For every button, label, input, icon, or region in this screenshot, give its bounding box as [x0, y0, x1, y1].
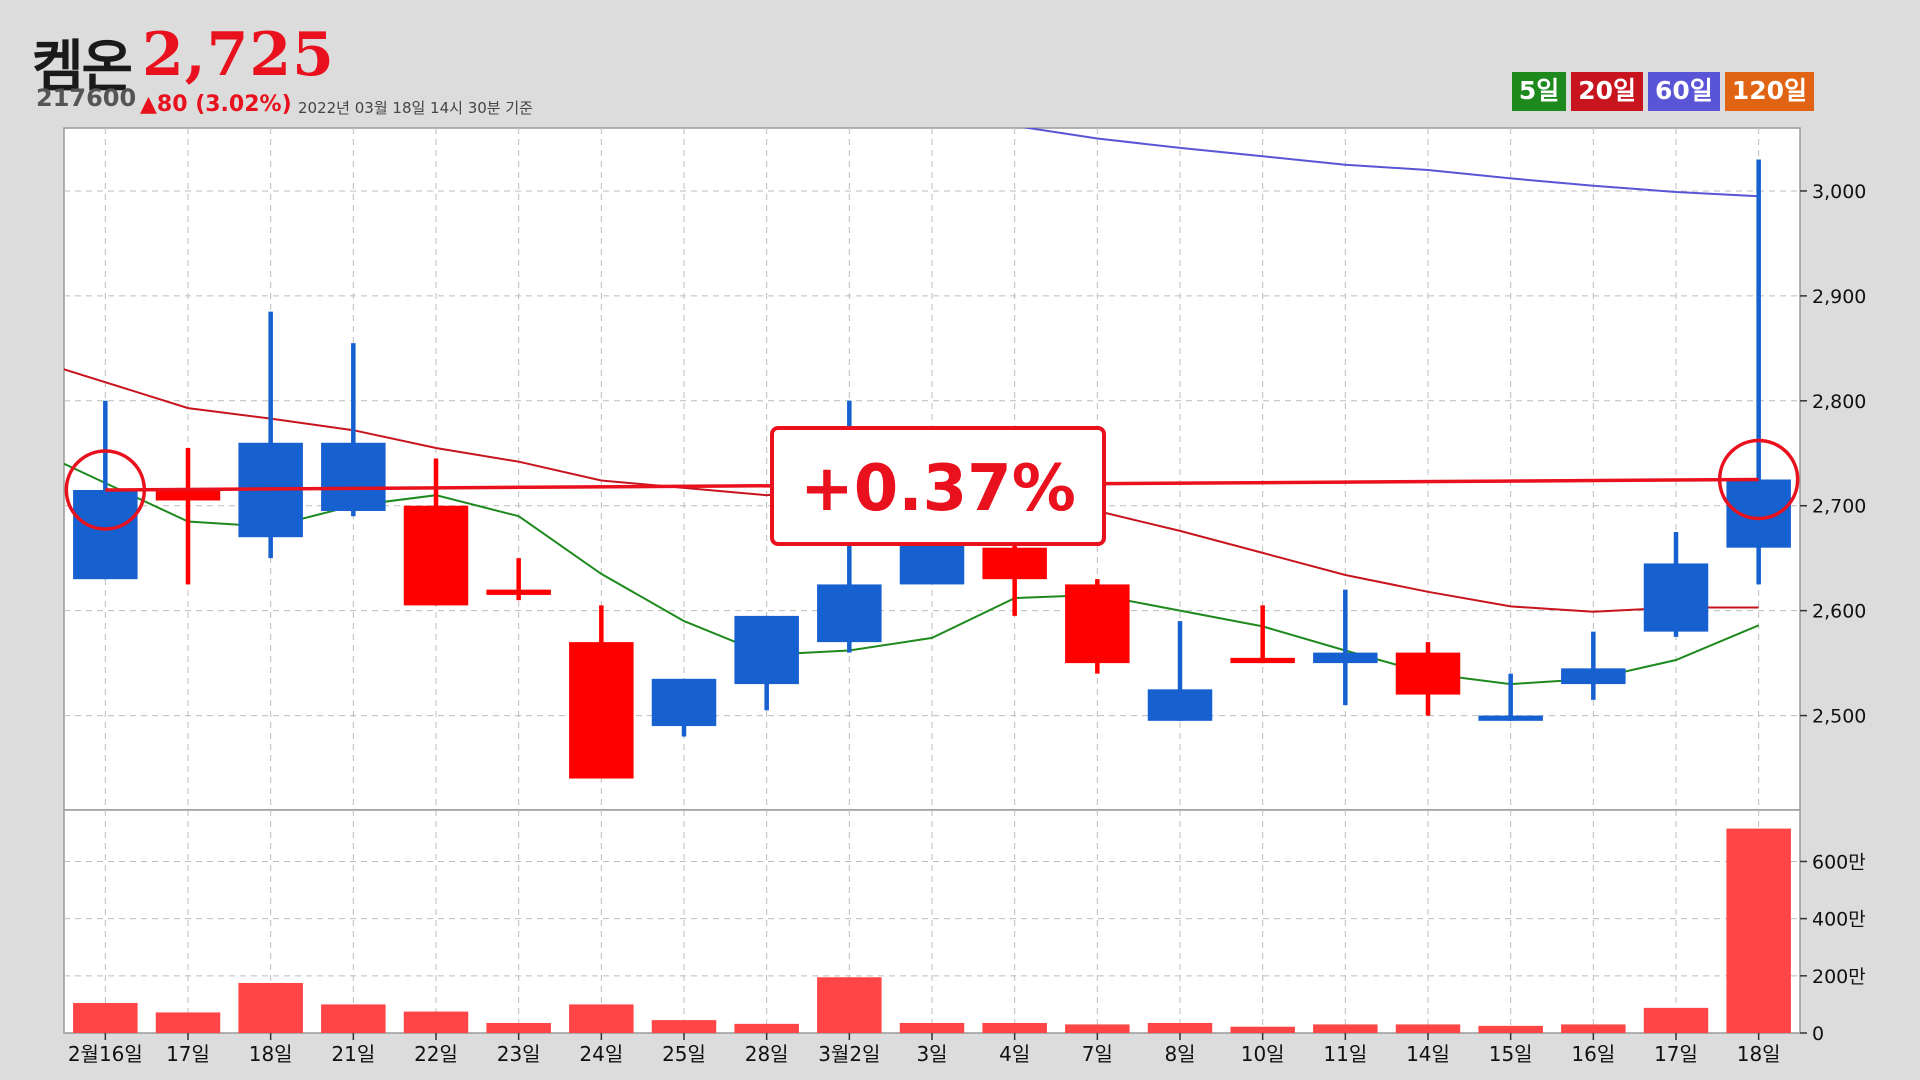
date-tick-label: 14일: [1406, 1042, 1450, 1066]
current-price: 2,725: [142, 20, 335, 90]
candle-body: [817, 584, 882, 643]
date-tick-label: 18일: [1737, 1042, 1781, 1066]
legend-ma120: 120일: [1724, 72, 1814, 111]
price-tick-label: 2,700: [1812, 496, 1866, 518]
date-tick-label: 23일: [497, 1042, 541, 1066]
legend-ma20: 20일: [1571, 72, 1644, 111]
volume-bar: [1643, 1007, 1709, 1033]
volume-bar: [73, 1002, 138, 1033]
change-badge: [770, 426, 1106, 546]
price-change: ▲80 (3.02%): [140, 92, 292, 117]
date-tick-label: 8일: [1164, 1042, 1195, 1066]
price-tick-label: 2,600: [1812, 601, 1866, 623]
candle-body: [486, 589, 551, 595]
price-tick-label: 2,900: [1812, 286, 1866, 308]
candle-body: [1065, 584, 1130, 664]
candle-body: [403, 505, 469, 606]
legend-ma5: 5일: [1511, 72, 1567, 111]
volume-bar: [1065, 1024, 1130, 1033]
change-badge-label: +0.37%: [800, 452, 1076, 526]
candle-body: [1561, 668, 1626, 685]
candle-body: [1478, 715, 1543, 721]
volume-bar: [321, 1004, 386, 1033]
ma-legend: 5일 20일 60일 120일: [1511, 72, 1814, 111]
volume-bar: [1230, 1026, 1295, 1033]
volume-bar: [1726, 828, 1791, 1033]
volume-bar: [817, 977, 882, 1033]
candle-body: [1643, 563, 1709, 632]
candle-body: [155, 489, 221, 501]
volume-bar: [155, 1012, 221, 1033]
date-tick-label: 2월16일: [68, 1042, 143, 1066]
volume-tick-label: 400만: [1812, 909, 1866, 931]
volume-bar: [1478, 1025, 1543, 1033]
date-tick-label: 10일: [1241, 1042, 1285, 1066]
volume-bar: [403, 1011, 469, 1033]
price-tick-label: 2,500: [1812, 706, 1866, 728]
price-tick-label: 3,000: [1812, 181, 1866, 203]
volume-bar: [982, 1022, 1047, 1033]
candle-body: [734, 615, 799, 685]
volume-tick-label: 200만: [1812, 966, 1866, 988]
highlight-circle: [1717, 438, 1800, 521]
date-tick-label: 17일: [1654, 1042, 1698, 1066]
date-tick-label: 25일: [662, 1042, 706, 1066]
date-tick-label: 3월2일: [818, 1042, 880, 1066]
date-tick-label: 16일: [1571, 1042, 1615, 1066]
candle-body: [651, 678, 717, 727]
legend-ma60: 60일: [1648, 72, 1720, 111]
date-tick-label: 21일: [331, 1042, 375, 1066]
ma-line: [1021, 128, 1759, 198]
candle-body: [982, 547, 1047, 580]
volume-bar: [1147, 1022, 1213, 1033]
candle-body: [1313, 652, 1378, 664]
date-tick-label: 15일: [1489, 1042, 1533, 1066]
candle-body: [1147, 689, 1213, 721]
volume-bar: [899, 1022, 965, 1033]
date-tick-label: 4일: [999, 1042, 1030, 1066]
highlight-circle: [64, 449, 147, 531]
volume-tick-label: 600만: [1812, 851, 1866, 873]
price-tick-label: 2,800: [1812, 391, 1866, 413]
timestamp: 2022년 03월 18일 14시 30분 기준: [298, 99, 533, 117]
date-tick-label: 28일: [745, 1042, 789, 1066]
candle-body: [1395, 652, 1461, 695]
volume-bar: [569, 1004, 634, 1033]
date-tick-label: 11일: [1323, 1042, 1367, 1066]
volume-bar: [238, 982, 303, 1033]
volume-bar: [1561, 1024, 1626, 1033]
volume-bar: [1313, 1024, 1378, 1033]
date-tick-label: 18일: [249, 1042, 293, 1066]
candle-body: [321, 442, 386, 511]
date-tick-label: 22일: [414, 1042, 458, 1066]
stock-name: 켐온: [32, 35, 133, 100]
date-tick-label: 7일: [1082, 1042, 1113, 1066]
volume-bar: [734, 1023, 799, 1033]
date-tick-label: 24일: [579, 1042, 623, 1066]
candle-body: [73, 489, 138, 580]
date-tick-label: 3일: [916, 1042, 947, 1066]
candle-body: [1230, 657, 1295, 664]
volume-bar: [651, 1020, 717, 1033]
candle-body: [569, 642, 634, 779]
volume-bar: [486, 1022, 551, 1033]
volume-bar: [1395, 1024, 1461, 1033]
stock-code: 217600: [36, 84, 137, 112]
date-tick-label: 17일: [166, 1042, 210, 1066]
candle-body: [1726, 479, 1791, 548]
volume-tick-label: 0: [1812, 1023, 1824, 1045]
